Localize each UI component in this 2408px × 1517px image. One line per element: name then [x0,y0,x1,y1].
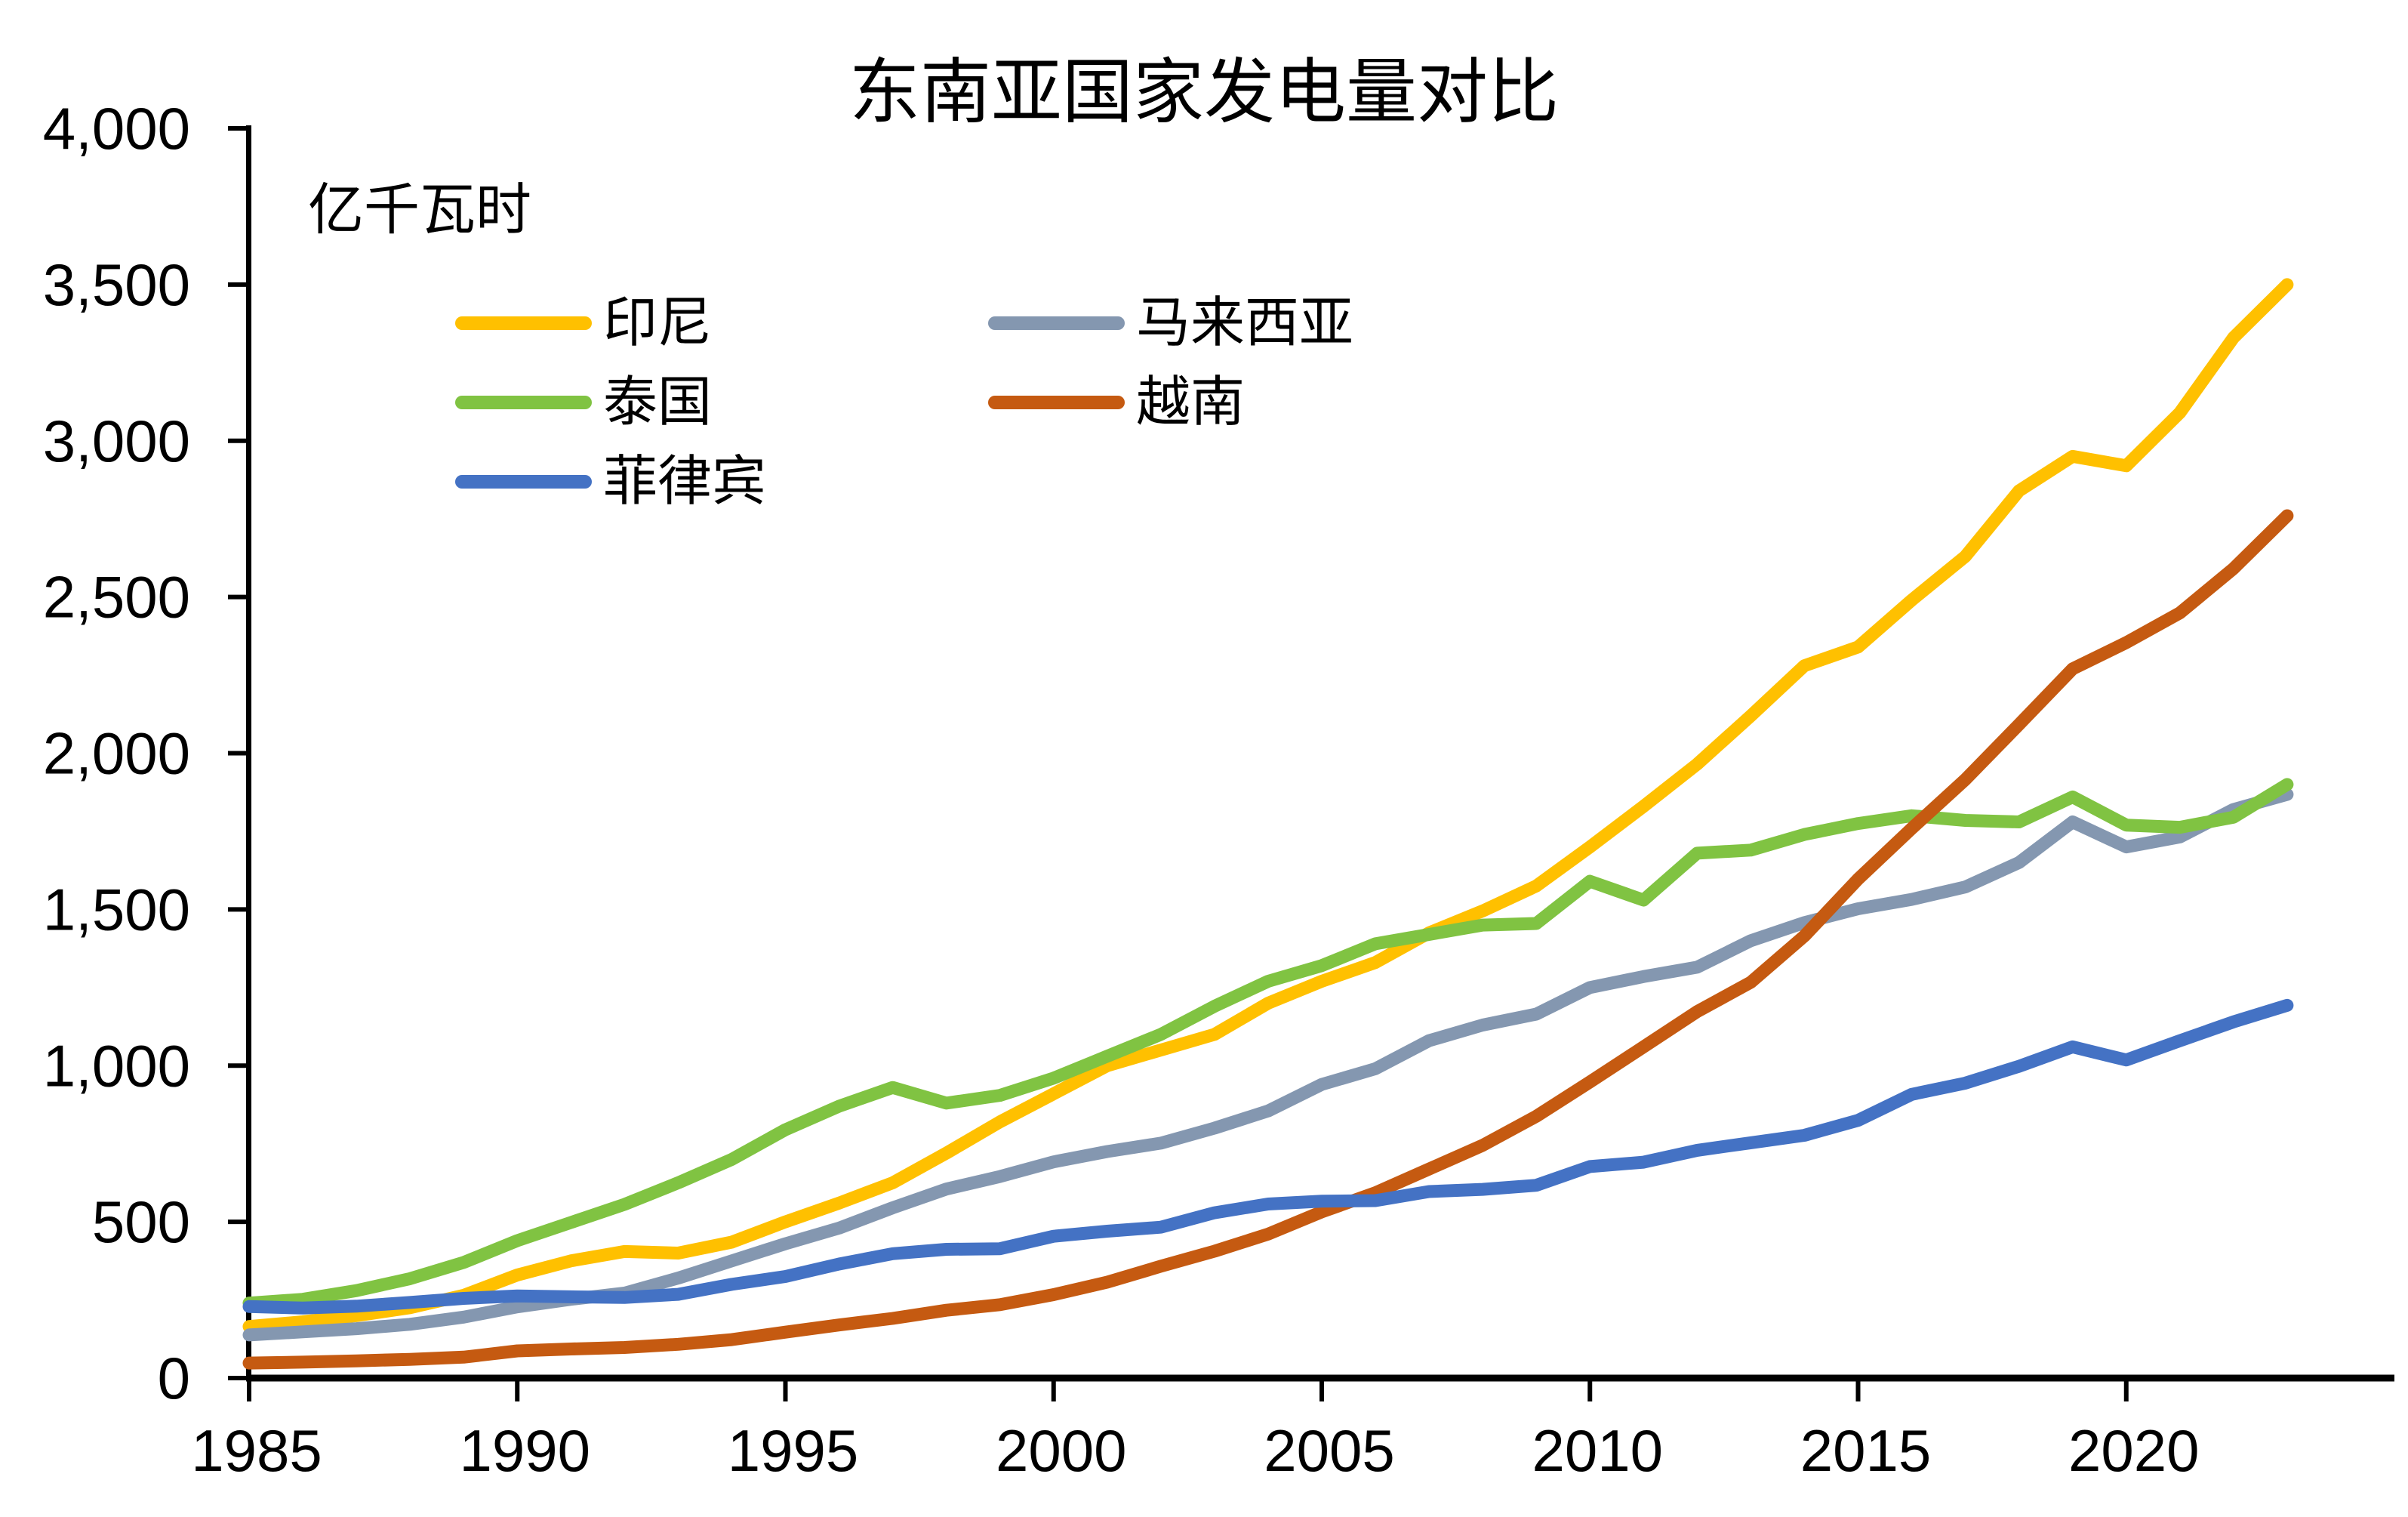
x-tick-label: 2015 [1800,1417,1932,1484]
y-tick-label: 500 [92,1189,190,1255]
y-tick-label: 0 [158,1345,190,1411]
series-line-越南 [242,509,2294,1370]
y-tick-label: 4,000 [43,95,190,162]
series-line-菲律宾 [242,998,2294,1315]
x-tick-label: 1995 [728,1417,859,1484]
y-tick-label: 1,500 [43,876,190,942]
x-tick-label: 2010 [1532,1417,1663,1484]
y-tick-label: 3,500 [43,251,190,318]
series-line-印尼 [242,278,2294,1334]
y-tick-label: 3,000 [43,408,190,474]
x-tick-label: 1990 [459,1417,590,1484]
series-line-泰国 [242,778,2294,1310]
chart-title: 东南亚国家发电量对比 [848,54,1559,132]
x-tick-label: 2020 [2068,1417,2200,1484]
y-tick-label: 2,500 [43,564,190,631]
x-tick-label: 2000 [996,1417,1127,1484]
y-tick-label: 1,000 [43,1032,190,1099]
x-tick-label: 2005 [1264,1417,1395,1484]
y-tick-label: 2,000 [43,720,190,787]
y-axis-unit-label: 亿千瓦时 [308,180,531,242]
series-line-马来西亚 [242,788,2294,1342]
x-tick-label: 1985 [191,1417,322,1484]
axes: 0 500 1,000 1,500 2,000 2,500 3,000 3,500 4,000 1… [43,95,2394,1484]
